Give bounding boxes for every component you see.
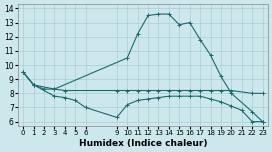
X-axis label: Humidex (Indice chaleur): Humidex (Indice chaleur) [79, 139, 207, 148]
